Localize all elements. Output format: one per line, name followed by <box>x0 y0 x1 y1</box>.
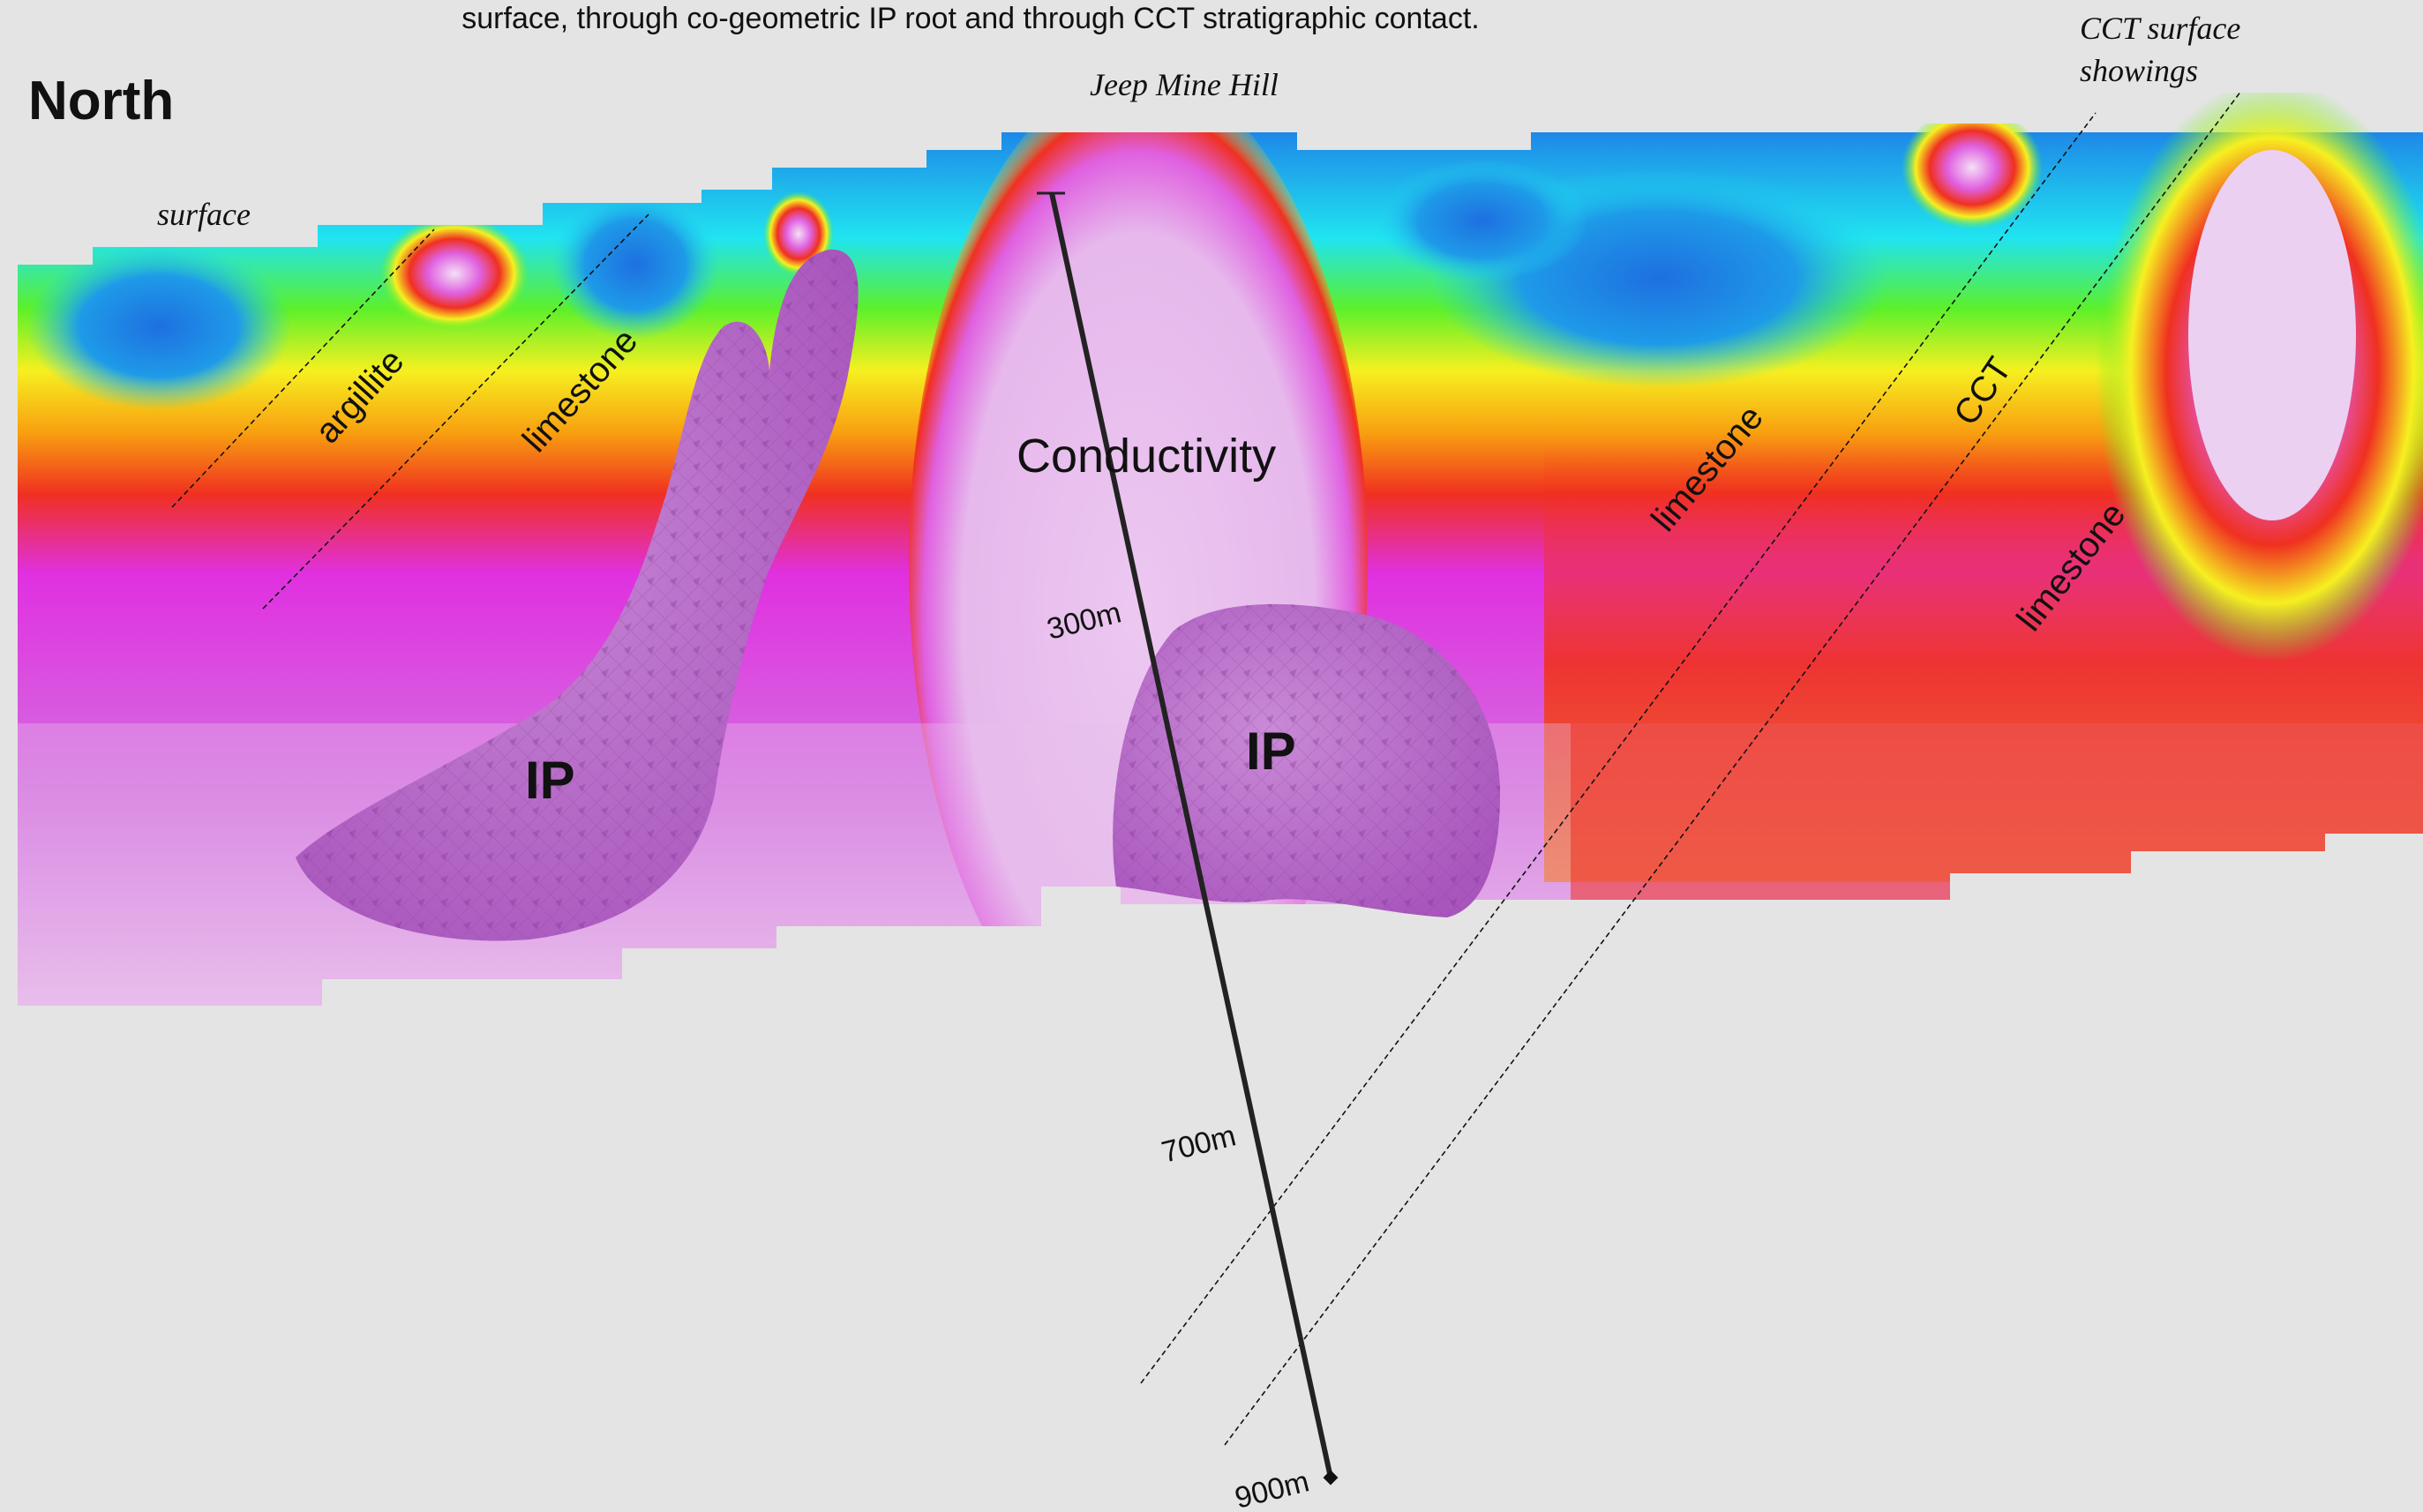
contact-line-argillite <box>171 228 435 508</box>
ip-label-center: IP <box>1246 722 1296 781</box>
ip-label-left: IP <box>525 751 575 810</box>
conductivity-label: Conductivity <box>1016 430 1276 483</box>
direction-label: North <box>28 71 174 131</box>
surface-label: surface <box>157 197 251 232</box>
jeep-mine-hill-label: Jeep Mine Hill <box>1090 67 1279 102</box>
ip-body-left <box>296 249 859 941</box>
header-caption: surface, through co-geometric IP root an… <box>461 2 1479 35</box>
ip-body-center <box>1113 603 1500 917</box>
drillhole-trace <box>1049 192 1333 1478</box>
contact-line-cct-1 <box>1140 112 2097 1384</box>
cct-showings-label: showings <box>2080 53 2198 88</box>
drillhole-end-marker <box>1323 1470 1339 1486</box>
cct-surface-label: CCT surface <box>2080 11 2240 46</box>
contact-line-limestone <box>262 213 649 610</box>
